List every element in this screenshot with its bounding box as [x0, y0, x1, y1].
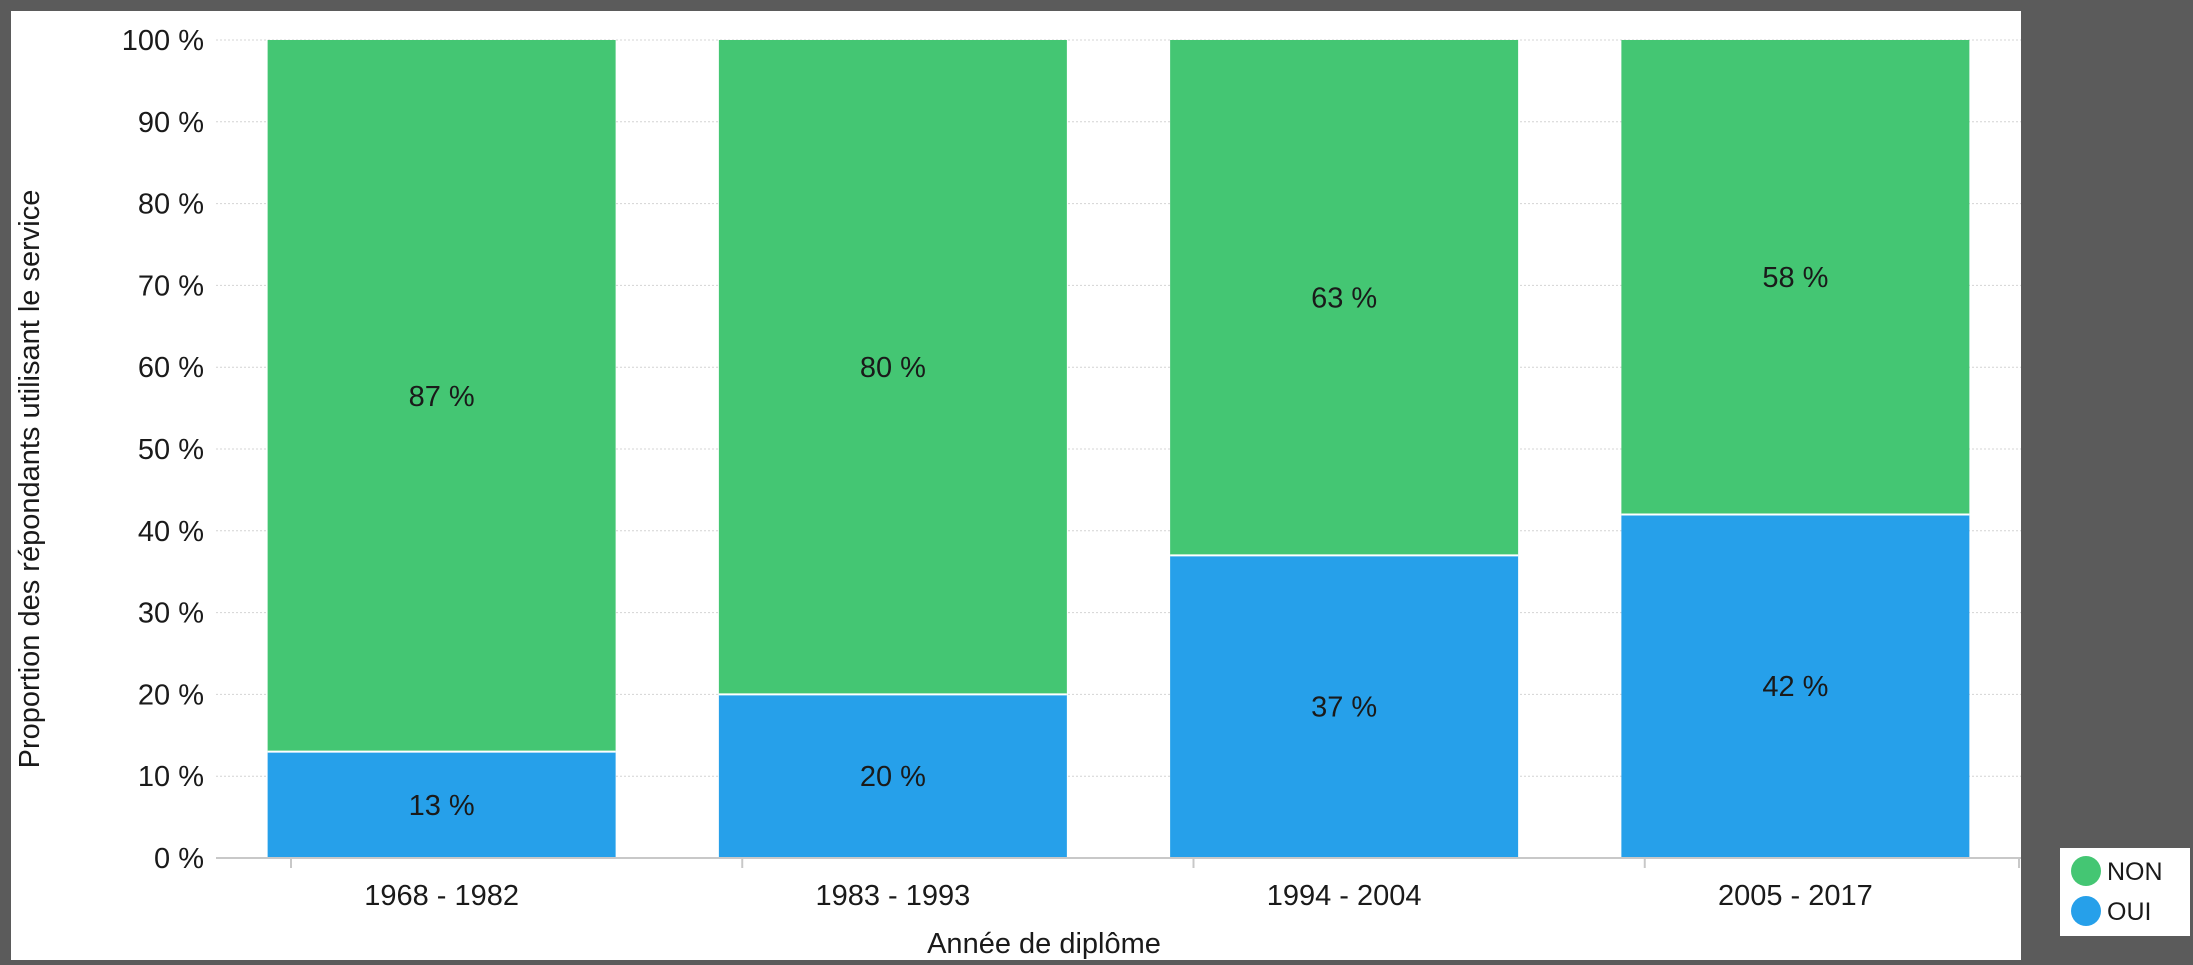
y-tick-label: 90 % [138, 107, 204, 139]
y-axis-title: Proportion des répondants utilisant le s… [14, 190, 46, 769]
bar-oui-2 [718, 694, 1067, 858]
bar-non-1 [267, 40, 616, 752]
data-label: 42 % [1762, 671, 1828, 703]
data-label: 20 % [860, 761, 926, 793]
axes: 0 % 10 % 20 % 30 % 40 % 50 % 60 % 70 % 80 % 90 % 1… [122, 25, 2021, 912]
x-tick-label: 1983 - 1993 [815, 880, 970, 912]
bar-oui-3 [1170, 555, 1519, 858]
bar-non-2 [718, 40, 1067, 695]
chart-panel: 0 % 10 % 20 % 30 % 40 % 50 % 60 % 70 % 80 % 90 % 1… [11, 11, 2021, 960]
legend-swatch-non [2071, 856, 2101, 886]
y-tick-label: 40 % [138, 516, 204, 548]
legend: NON OUI [2060, 848, 2190, 936]
y-tick-label: 60 % [138, 352, 204, 384]
bar-non-3 [1170, 40, 1519, 556]
y-tick-label: 0 % [154, 843, 204, 875]
bar-oui-4 [1621, 514, 1970, 858]
legend-swatch-oui [2071, 896, 2101, 926]
legend-label-oui: OUI [2107, 898, 2151, 926]
y-tick-label: 30 % [138, 598, 204, 630]
data-label: 37 % [1311, 692, 1377, 724]
legend-svg: NON OUI [2071, 856, 2163, 926]
x-axis-title: Année de diplôme [927, 928, 1161, 960]
data-labels: 13 % 87 % 20 % 80 % 37 % 63 % 42 % 58 % [409, 262, 1829, 822]
x-tick-label: 2005 - 2017 [1718, 880, 1873, 912]
stacked-bar-chart: 0 % 10 % 20 % 30 % 40 % 50 % 60 % 70 % 80 % 90 % 1… [14, 25, 2021, 960]
y-tick-label: 10 % [138, 761, 204, 793]
data-label: 80 % [860, 352, 926, 384]
bar-oui-1 [267, 751, 616, 858]
bars [267, 40, 1970, 858]
legend-label-non: NON [2107, 858, 2163, 886]
data-label: 87 % [409, 381, 475, 413]
x-tick-label: 1994 - 2004 [1267, 880, 1422, 912]
data-label: 58 % [1762, 262, 1828, 294]
y-tick-label: 70 % [138, 270, 204, 302]
y-tick-label: 100 % [122, 25, 204, 57]
data-label: 63 % [1311, 283, 1377, 315]
bar-non-4 [1621, 40, 1970, 515]
data-label: 13 % [409, 790, 475, 822]
x-tick-label: 1968 - 1982 [364, 880, 519, 912]
y-tick-label: 80 % [138, 189, 204, 221]
y-tick-label: 50 % [138, 434, 204, 466]
y-tick-label: 20 % [138, 679, 204, 711]
